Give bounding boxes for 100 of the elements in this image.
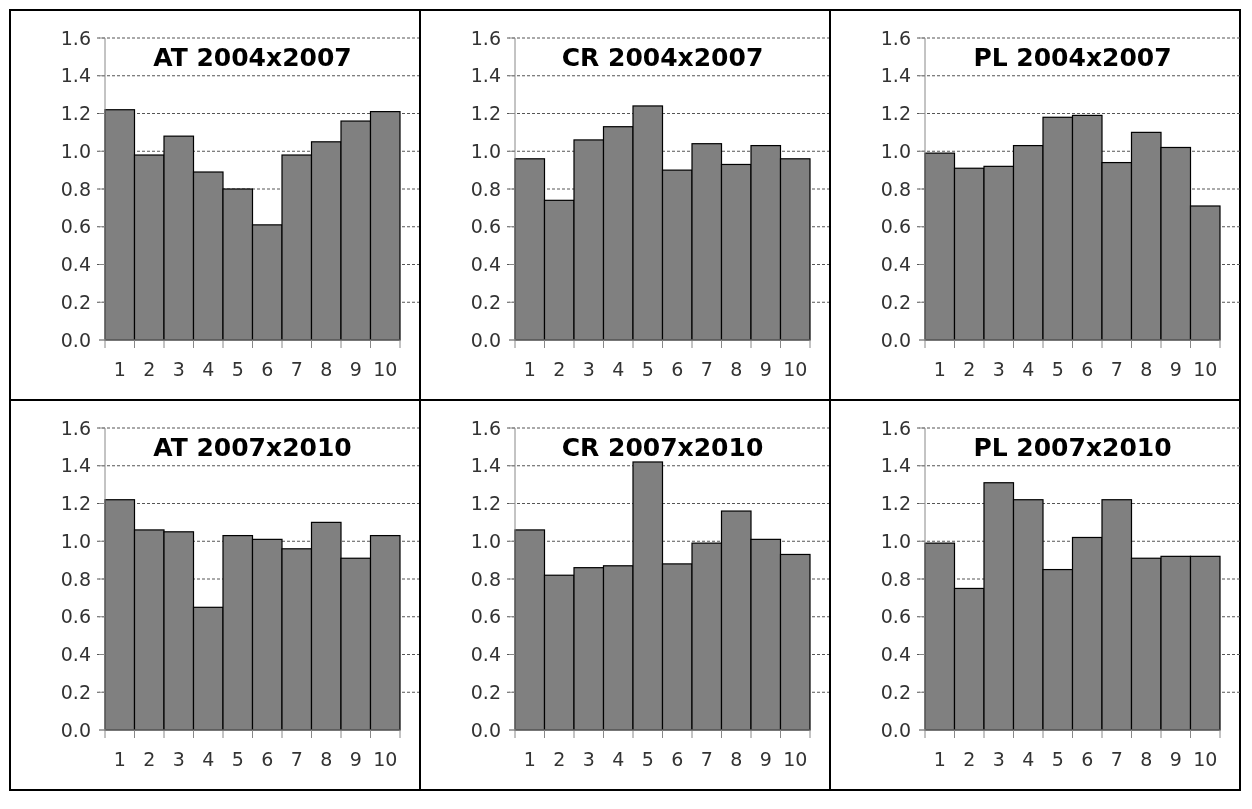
chart-title: PL 2004x2007 <box>973 42 1172 72</box>
x-tick-label: 6 <box>261 748 274 770</box>
y-tick-label: 0.2 <box>880 680 911 703</box>
x-tick-label: 9 <box>759 358 772 380</box>
y-tick-label: 0.4 <box>470 643 501 666</box>
chart-title: PL 2007x2010 <box>973 432 1172 462</box>
x-tick-label: 1 <box>523 358 536 380</box>
y-tick-label: 1.4 <box>470 454 501 477</box>
x-tick-label: 7 <box>700 748 713 770</box>
y-tick-label: 0.4 <box>880 253 911 276</box>
y-tick-label: 0.6 <box>470 215 501 238</box>
y-tick-label: 0.0 <box>60 718 91 741</box>
x-tick-label: 2 <box>143 358 156 380</box>
y-tick-label: 1.4 <box>470 64 501 87</box>
x-tick-label: 8 <box>1140 748 1153 770</box>
x-tick-label: 3 <box>992 748 1005 770</box>
y-tick-label: 0.6 <box>60 605 91 628</box>
x-tick-label: 6 <box>261 358 274 380</box>
x-tick-label: 1 <box>933 748 946 770</box>
y-tick-label: 0.6 <box>880 215 911 238</box>
x-tick-label: 5 <box>641 748 654 770</box>
x-tick-label: 7 <box>700 358 713 380</box>
x-tick-label: 3 <box>172 748 185 770</box>
x-tick-label: 2 <box>963 358 976 380</box>
y-tick-label: 1.6 <box>470 416 501 439</box>
y-tick-label: 0.4 <box>60 643 91 666</box>
x-tick-label: 2 <box>553 748 566 770</box>
x-tick-label: 8 <box>320 748 333 770</box>
y-tick-label: 1.6 <box>60 26 91 49</box>
y-tick-label: 0.0 <box>60 328 91 351</box>
x-tick-label: 6 <box>1081 358 1094 380</box>
y-tick-label: 1.4 <box>60 64 91 87</box>
x-tick-label: 7 <box>290 358 303 380</box>
y-tick-label: 1.0 <box>60 139 91 162</box>
y-tick-label: 1.2 <box>470 492 501 515</box>
chart-title: AT 2004x2007 <box>153 42 352 72</box>
x-tick-label: 9 <box>349 358 362 380</box>
chart-title: AT 2007x2010 <box>153 432 352 462</box>
y-tick-label: 0.8 <box>880 177 911 200</box>
y-tick-label: 0.4 <box>60 253 91 276</box>
x-tick-label: 8 <box>1140 358 1153 380</box>
x-tick-label: 3 <box>172 358 185 380</box>
x-tick-label: 4 <box>202 748 215 770</box>
y-tick-label: 1.2 <box>880 492 911 515</box>
x-tick-label: 5 <box>1051 358 1064 380</box>
x-tick-label: 8 <box>730 748 743 770</box>
y-tick-label: 1.4 <box>880 64 911 87</box>
x-tick-label: 7 <box>1110 748 1123 770</box>
x-tick-label: 8 <box>320 358 333 380</box>
y-tick-label: 1.2 <box>60 492 91 515</box>
x-tick-label: 3 <box>582 748 595 770</box>
y-tick-label: 0.0 <box>880 328 911 351</box>
y-tick-label: 0.8 <box>60 177 91 200</box>
y-tick-label: 1.2 <box>60 102 91 125</box>
x-tick-label: 4 <box>1022 358 1035 380</box>
x-tick-label: 9 <box>1169 748 1182 770</box>
y-tick-label: 1.0 <box>470 529 501 552</box>
x-tick-label: 2 <box>143 748 156 770</box>
y-tick-label: 0.8 <box>880 567 911 590</box>
x-tick-label: 1 <box>523 748 536 770</box>
y-tick-label: 1.2 <box>470 102 501 125</box>
y-tick-label: 0.6 <box>880 605 911 628</box>
x-tick-label: 9 <box>1169 358 1182 380</box>
y-tick-label: 0.6 <box>470 605 501 628</box>
x-tick-label: 6 <box>671 748 684 770</box>
y-tick-label: 1.0 <box>880 529 911 552</box>
y-tick-label: 1.4 <box>880 454 911 477</box>
x-tick-label: 3 <box>992 358 1005 380</box>
x-tick-label: 4 <box>1022 748 1035 770</box>
x-tick-label: 4 <box>612 748 625 770</box>
x-tick-label: 4 <box>202 358 215 380</box>
y-tick-label: 0.0 <box>470 328 501 351</box>
y-tick-label: 1.4 <box>60 454 91 477</box>
x-tick-label: 4 <box>612 358 625 380</box>
x-tick-label: 9 <box>759 748 772 770</box>
x-tick-label: 10 <box>1193 748 1218 770</box>
x-tick-label: 10 <box>1193 358 1218 380</box>
x-tick-label: 1 <box>113 358 126 380</box>
x-tick-label: 5 <box>231 358 244 380</box>
y-tick-label: 1.0 <box>470 139 501 162</box>
y-tick-label: 0.8 <box>470 177 501 200</box>
y-tick-label: 0.4 <box>470 253 501 276</box>
x-tick-label: 1 <box>933 358 946 380</box>
x-tick-label: 6 <box>671 358 684 380</box>
y-tick-label: 1.0 <box>880 139 911 162</box>
y-tick-label: 0.2 <box>60 680 91 703</box>
x-tick-label: 5 <box>231 748 244 770</box>
y-tick-label: 0.0 <box>470 718 501 741</box>
x-tick-label: 6 <box>1081 748 1094 770</box>
y-tick-label: 1.0 <box>60 529 91 552</box>
y-tick-label: 0.2 <box>470 680 501 703</box>
y-tick-label: 0.8 <box>470 567 501 590</box>
y-tick-label: 0.2 <box>880 290 911 313</box>
y-tick-label: 1.2 <box>880 102 911 125</box>
y-tick-label: 1.6 <box>880 26 911 49</box>
y-tick-label: 0.2 <box>470 290 501 313</box>
y-tick-label: 0.8 <box>60 567 91 590</box>
y-tick-label: 0.2 <box>60 290 91 313</box>
x-tick-label: 7 <box>290 748 303 770</box>
x-tick-label: 10 <box>373 358 398 380</box>
